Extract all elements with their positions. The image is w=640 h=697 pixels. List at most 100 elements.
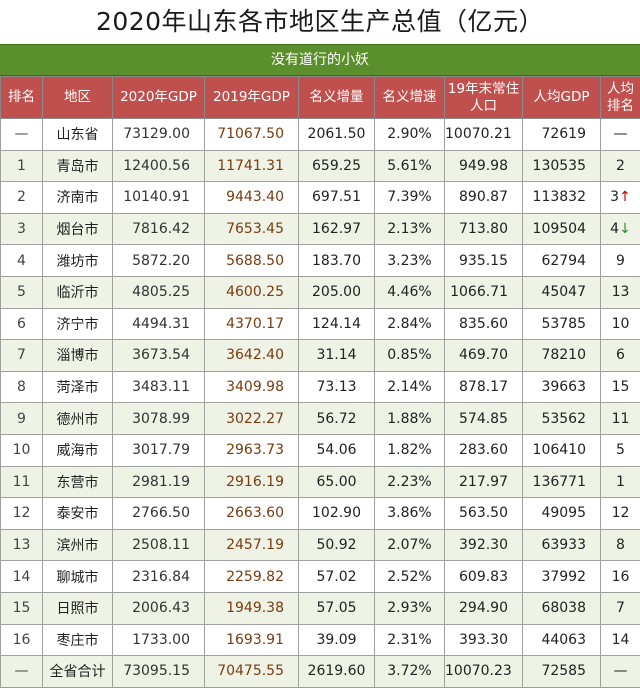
table-row: 3 烟台市 7816.42 7653.45 162.97 2.13% 713.80 10950…: [0, 212, 640, 246]
cell-population-value: 10070.23: [445, 663, 512, 680]
cell-gdp-2020-value: 73095.15: [123, 663, 190, 680]
cell-nominal-growth: 2.14%: [374, 370, 445, 404]
cell-gdp-2020-value: 4494.31: [132, 315, 190, 332]
cell-gdp-2019: 7653.45: [204, 212, 299, 246]
cell-gdp-2020-value: 5872.20: [132, 252, 190, 269]
cell-population-value: 949.98: [459, 157, 508, 174]
cell-per-capita-rank: 4↓: [600, 212, 640, 246]
cell-gdp-2019: 11741.31: [204, 149, 299, 183]
cell-per-capita-gdp: 109504: [522, 212, 601, 246]
cell-region-value: 东营市: [56, 474, 99, 491]
cell-population-value: 713.80: [459, 221, 508, 238]
cell-region: 东营市: [42, 465, 113, 499]
cell-per-capita-rank: 2: [600, 149, 640, 183]
cell-per-capita-rank: 15: [600, 370, 640, 404]
cell-region-value: 泰安市: [56, 506, 99, 523]
cell-nominal-growth: 2.07%: [374, 528, 445, 562]
cell-per-capita-gdp: 39663: [522, 370, 601, 404]
cell-region-value: 淄博市: [56, 348, 99, 365]
cell-rank: 8: [0, 370, 43, 404]
cell-per-capita-gdp-value: 106410: [532, 442, 586, 459]
cell-nominal-increase: 2619.60: [298, 655, 375, 688]
cell-rank-value: 1: [17, 157, 26, 174]
cell-nominal-growth-value: 3.23%: [387, 252, 432, 269]
cell-population: 574.85: [444, 402, 523, 435]
cell-population: 835.60: [444, 307, 523, 341]
cell-gdp-2020-value: 3483.11: [132, 379, 190, 396]
cell-region-value: 日照市: [56, 601, 99, 618]
cell-gdp-2020-value: 73129.00: [123, 126, 190, 143]
cell-gdp-2019: 3409.98: [204, 370, 299, 404]
cell-region-value: 临沂市: [56, 285, 99, 302]
cell-gdp-2020: 4805.25: [112, 275, 205, 309]
cell-nominal-growth-value: 2.93%: [387, 600, 432, 617]
cell-population: 935.15: [444, 244, 523, 277]
table-row: 14 聊城市 2316.84 2259.82 57.02 2.52% 609.83 37992…: [0, 560, 640, 593]
header-rank: 排名: [0, 76, 43, 119]
cell-nominal-growth: 0.85%: [374, 339, 445, 372]
cell-gdp-2020: 2006.43: [112, 591, 205, 625]
cell-rank-value: 3: [17, 221, 26, 238]
cell-gdp-2020: 1733.00: [112, 623, 205, 657]
cell-population: 563.50: [444, 497, 523, 530]
cell-nominal-growth-value: 5.61%: [387, 157, 432, 174]
cell-region-value: 全省合计: [49, 664, 106, 681]
cell-region-value: 滨州市: [56, 538, 99, 555]
cell-nominal-growth-value: 2.13%: [387, 221, 432, 238]
cell-nominal-growth-value: 3.72%: [387, 663, 432, 680]
cell-region-value: 山东省: [56, 127, 99, 144]
cell-per-capita-rank-value: —: [613, 126, 628, 143]
cell-rank-value: 15: [12, 600, 31, 617]
cell-per-capita-rank: 9: [600, 244, 640, 277]
cell-population-value: 835.60: [459, 315, 508, 332]
cell-per-capita-gdp-value: 39663: [541, 379, 586, 396]
cell-nominal-increase: 183.70: [298, 244, 375, 277]
cell-gdp-2019-value: 11741.31: [217, 157, 284, 174]
cell-population-value: 217.97: [459, 473, 508, 490]
cell-nominal-increase-value: 65.00: [316, 473, 357, 490]
page-title: 2020年山东各市地区生产总值（亿元）: [95, 7, 545, 36]
cell-gdp-2020-value: 2316.84: [132, 568, 190, 585]
cell-per-capita-gdp-value: 37992: [541, 568, 586, 585]
cell-gdp-2019-value: 1693.91: [226, 631, 284, 648]
cell-per-capita-gdp: 37992: [522, 560, 601, 593]
cell-rank: 7: [0, 339, 43, 372]
cell-gdp-2019: 3642.40: [204, 339, 299, 372]
cell-per-capita-gdp-value: 113832: [532, 189, 586, 206]
cell-per-capita-rank: 6: [600, 339, 640, 372]
cell-per-capita-gdp-value: 72619: [541, 126, 586, 143]
cell-gdp-2020: 3483.11: [112, 370, 205, 404]
cell-population: 713.80: [444, 212, 523, 246]
cell-per-capita-gdp: 49095: [522, 497, 601, 530]
cell-per-capita-rank: —: [600, 655, 640, 688]
cell-per-capita-gdp-value: 68038: [541, 600, 586, 617]
cell-per-capita-rank-value: 1: [616, 473, 625, 490]
cell-per-capita-gdp-value: 45047: [541, 284, 586, 301]
cell-nominal-growth: 2.23%: [374, 465, 445, 499]
cell-nominal-increase: 54.06: [298, 433, 375, 467]
cell-gdp-2020-value: 1733.00: [132, 631, 190, 648]
cell-rank: 13: [0, 528, 43, 562]
cell-population: 217.97: [444, 465, 523, 499]
cell-region: 日照市: [42, 591, 113, 625]
cell-gdp-2020-value: 2766.50: [132, 505, 190, 522]
cell-nominal-growth-value: 2.07%: [387, 537, 432, 554]
cell-rank: 4: [0, 244, 43, 277]
cell-nominal-increase: 57.05: [298, 591, 375, 625]
cell-per-capita-rank-value: 5: [616, 442, 625, 459]
cell-gdp-2020: 5872.20: [112, 244, 205, 277]
cell-per-capita-rank: 3↑: [600, 181, 640, 214]
cell-gdp-2020: 2981.19: [112, 465, 205, 499]
cell-nominal-increase-value: 31.14: [316, 347, 357, 364]
cell-nominal-growth: 2.84%: [374, 307, 445, 341]
cell-population: 10070.23: [444, 655, 523, 688]
cell-population-value: 563.50: [459, 505, 508, 522]
cell-rank-value: 5: [17, 284, 26, 301]
table-row: 6 济宁市 4494.31 4370.17 124.14 2.84% 835.60 53785…: [0, 307, 640, 341]
cell-per-capita-rank-value: 15: [611, 379, 630, 396]
cell-population: 283.60: [444, 433, 523, 467]
cell-per-capita-gdp-value: 44063: [541, 631, 586, 648]
gdp-table: 排名 地区 2020年GDP 2019年GDP 名义增量 名义增速 19年末常住…: [0, 76, 640, 688]
cell-population-value: 469.70: [459, 347, 508, 364]
cell-gdp-2020-value: 2006.43: [132, 600, 190, 617]
